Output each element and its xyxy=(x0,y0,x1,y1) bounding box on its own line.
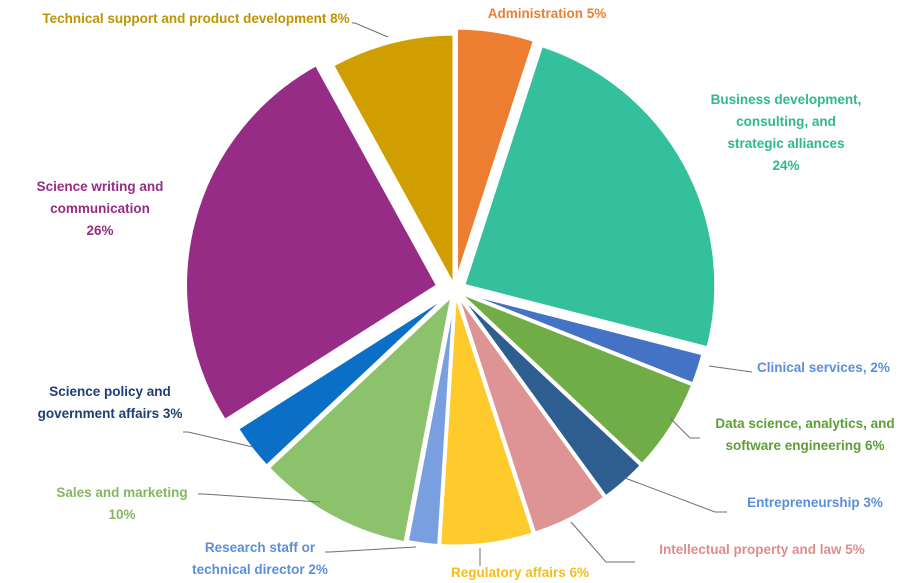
slice-science-writing-and-communication xyxy=(184,62,440,423)
pie-slices xyxy=(184,26,718,548)
label-line: Sales and marketing xyxy=(56,485,187,500)
label-line: 24% xyxy=(772,158,799,173)
leader-science-policy-and-government-affairs xyxy=(183,431,254,448)
label-intellectual-property-and-law: Intellectual property and law 5% xyxy=(659,542,865,557)
leader-research-staff-or-technical-director xyxy=(325,546,417,553)
label-line: software engineering 6% xyxy=(725,438,884,453)
label-line: Business development, xyxy=(711,92,862,107)
slice-administration xyxy=(455,26,537,281)
slice-business-development-consulting-and-strategic-alliances xyxy=(461,43,718,350)
label-science-writing-and-communication: Science writing and communication 26% xyxy=(37,179,164,238)
label-line: Technical support and product developmen… xyxy=(42,11,349,26)
label-data-science-analytics-and-software-engineering: Data science, analytics, and software eng… xyxy=(715,416,894,453)
label-line: Data science, analytics, and xyxy=(715,416,894,431)
slice-sales-and-marketing xyxy=(266,291,455,545)
slice-science-policy-and-government-affairs xyxy=(235,292,452,469)
label-line: communication xyxy=(50,201,150,216)
label-line: Science policy and xyxy=(49,384,171,399)
label-administration: Administration 5% xyxy=(488,6,607,21)
label-line: Regulatory affairs 6% xyxy=(451,565,589,580)
label-line: Administration 5% xyxy=(488,6,607,21)
label-line: 10% xyxy=(108,507,135,522)
leader-technical-support-and-product-development xyxy=(352,22,389,38)
slice-research-staff-or-technical-director xyxy=(405,293,456,548)
label-line: Intellectual property and law 5% xyxy=(659,542,865,557)
label-business-development-consulting-and-strategic-alliances: Business development, consulting, and stra… xyxy=(711,92,862,173)
label-sales-and-marketing: Sales and marketing 10% xyxy=(56,485,187,522)
slice-labels: Administration 5% Business development, co… xyxy=(37,6,895,580)
leader-entrepreneurship xyxy=(624,477,727,513)
label-line: strategic alliances xyxy=(727,136,844,151)
leader-intellectual-property-and-law xyxy=(570,521,635,563)
label-line: Science writing and xyxy=(37,179,164,194)
leader-clinical-services xyxy=(708,365,753,373)
label-research-staff-or-technical-director: Research staff or technical director 2% xyxy=(192,540,328,577)
label-regulatory-affairs: Regulatory affairs 6% xyxy=(451,565,589,580)
label-line: Clinical services, 2% xyxy=(757,360,890,375)
leader-lines xyxy=(183,22,753,566)
label-line: consulting, and xyxy=(736,114,836,129)
label-line: technical director 2% xyxy=(192,562,328,577)
leader-data-science-analytics-and-software-engineering xyxy=(669,417,700,439)
label-line: Entrepreneurship 3% xyxy=(747,495,883,510)
slice-technical-support-and-product-development xyxy=(330,32,456,287)
leader-sales-and-marketing xyxy=(198,493,321,503)
label-entrepreneurship: Entrepreneurship 3% xyxy=(747,495,883,510)
label-clinical-services: Clinical services, 2% xyxy=(757,360,890,375)
label-line: government affairs 3% xyxy=(38,406,183,421)
label-science-policy-and-government-affairs: Science policy and government affairs 3% xyxy=(38,384,183,421)
label-technical-support-and-product-development: Technical support and product developmen… xyxy=(42,11,349,26)
label-line: Research staff or xyxy=(205,540,316,555)
label-line: 26% xyxy=(86,223,113,238)
